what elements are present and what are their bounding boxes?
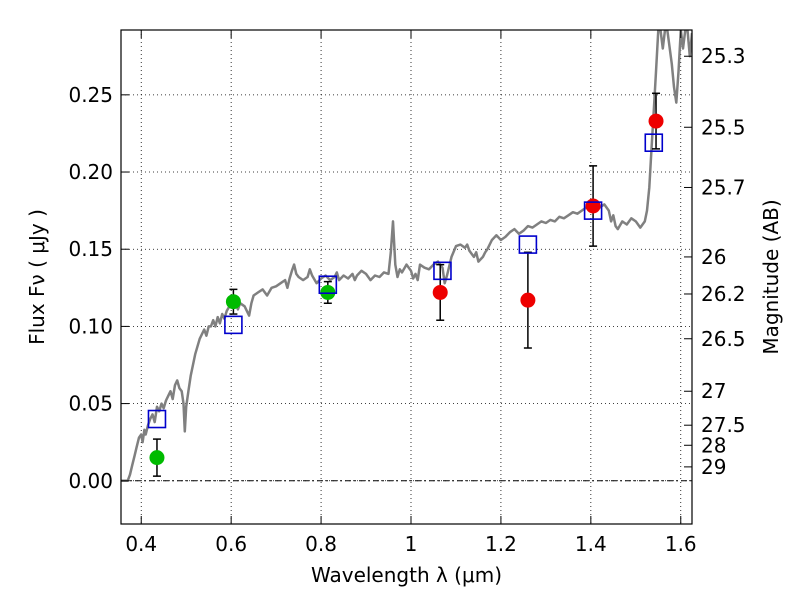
y2-tick-label: 25.7 [701,175,746,199]
y2-axis-label: Magnitude (AB) [759,199,783,354]
x-axis-label: Wavelength λ (μm) [311,563,502,587]
model-flux-point [147,409,167,429]
model-flux-point [318,275,338,295]
y2-tick-label: 25.5 [701,115,746,139]
observed_optical-point [225,294,241,310]
y-tick-label: 0.05 [68,392,113,416]
x-tick-label: 1.4 [575,532,607,556]
y-axis-label: Flux Fν ( μJy ) [25,209,49,345]
x-tick-label: 0.4 [125,532,157,556]
y2-tick-label: 26 [701,245,726,269]
y-tick-label: 0.15 [68,237,113,261]
x-tick-label: 1.6 [665,532,697,556]
observed_nir-point [520,292,536,308]
y2-tick-label: 25.3 [701,44,746,68]
axis-ticks: 0.4 0.6 0.8 1 1.2 1.4 1.6 0.00 0.05 0.10 0.15 0.20 0… [68,30,746,556]
plot-area [121,30,692,483]
grid [121,30,692,524]
y-tick-label: 0.20 [68,160,113,184]
model-flux-point [583,201,603,220]
observed_optical-point [149,450,165,466]
observed_nir-point [432,284,448,300]
model-flux-point [224,315,243,335]
plot-frame [120,29,693,525]
y-tick-label: 0.25 [68,83,113,107]
y2-tick-label: 28 [701,433,726,457]
y2-tick-label: 27.5 [701,413,746,437]
observed_nir-point [585,198,601,214]
y2-tick-label: 29 [701,455,726,479]
y2-tick-label: 26.5 [701,327,746,351]
y-tick-label: 0.10 [68,314,113,338]
y-tick-label: 0.00 [68,469,113,493]
x-tick-label: 1 [405,532,418,556]
model-flux-point [433,261,452,281]
observed_nir-point [648,113,664,129]
x-tick-label: 0.6 [215,532,247,556]
x-tick-label: 0.8 [305,532,337,556]
x-tick-label: 1.2 [485,532,517,556]
y2-tick-label: 27 [701,379,726,403]
model-flux-point [518,235,538,254]
model-sed-line [121,30,692,483]
plot-clipped [121,30,692,483]
model-flux-point [644,133,664,152]
y2-tick-label: 26.2 [701,282,746,306]
